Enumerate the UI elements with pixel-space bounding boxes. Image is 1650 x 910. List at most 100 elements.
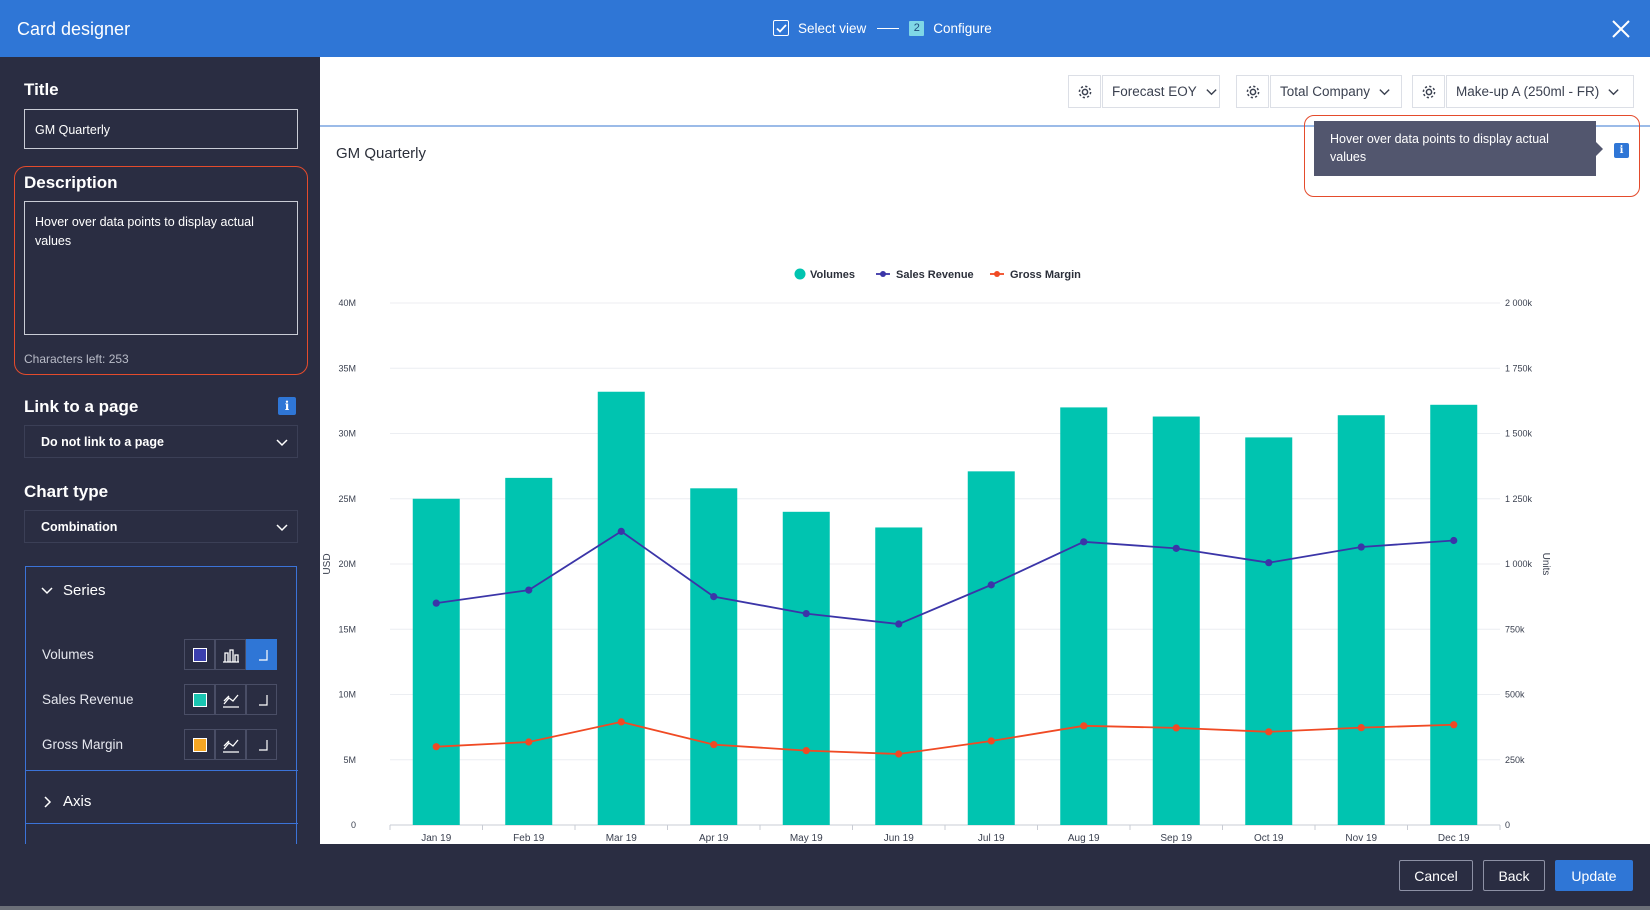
gear-icon[interactable] — [1412, 75, 1445, 108]
description-textarea[interactable]: Hover over data points to display actual… — [24, 201, 298, 335]
chart-type-value: Combination — [41, 520, 118, 534]
panel-divider — [26, 823, 298, 824]
step-configure[interactable]: Configure — [933, 20, 992, 36]
info-icon[interactable]: i — [278, 397, 296, 415]
x-tick-label: Jul 19 — [978, 833, 1005, 844]
data-point — [1450, 536, 1458, 545]
back-button[interactable]: Back — [1483, 860, 1545, 891]
line-type-button[interactable] — [215, 729, 246, 760]
data-point — [710, 741, 718, 749]
scenario-value: Forecast EOY — [1112, 84, 1197, 99]
y-right-tick-label: 750k — [1505, 624, 1525, 634]
color-picker-button[interactable] — [184, 684, 215, 715]
cancel-button[interactable]: Cancel — [1399, 860, 1473, 891]
y-right-axis-title: Units — [1540, 553, 1551, 576]
data-point — [1357, 724, 1365, 732]
line-type-button[interactable] — [215, 684, 246, 715]
y-left-tick-label: 15M — [338, 624, 356, 634]
series-controls-gross-margin — [184, 729, 277, 760]
series-toggle[interactable]: Series — [40, 582, 106, 599]
y-left-tick-label: 10M — [338, 690, 356, 700]
color-picker-button[interactable] — [184, 729, 215, 760]
bar-type-button[interactable] — [215, 639, 246, 670]
description-tooltip: Hover over data points to display actual… — [1314, 121, 1603, 176]
modal-title: Card designer — [17, 19, 131, 39]
bar-volumes — [782, 511, 830, 825]
link-label: Link to a page — [24, 397, 139, 416]
data-point — [802, 747, 810, 755]
color-swatch — [192, 692, 207, 707]
title-label: Title — [24, 80, 59, 99]
entity-dropdown[interactable]: Total Company — [1270, 75, 1402, 108]
title-input[interactable]: GM Quarterly — [24, 109, 298, 149]
chevron-down-icon — [276, 524, 288, 532]
axis-side-button[interactable] — [246, 684, 277, 715]
legend-marker-volumes — [794, 268, 806, 280]
x-tick-label: Aug 19 — [1068, 833, 1100, 844]
bar-volumes — [1337, 415, 1385, 825]
series-name-sales-revenue: Sales Revenue — [42, 692, 134, 707]
gear-icon[interactable] — [1236, 75, 1269, 108]
combination-chart: 0 5M 10M 15M 20M 25M 30M 35M 40M 0 250k 500k 750k 1 0… — [322, 268, 1551, 844]
data-point — [987, 737, 995, 745]
series-heading: Series — [63, 582, 106, 599]
axis-side-button[interactable] — [246, 639, 277, 670]
bar-volumes — [690, 488, 738, 825]
legend-marker-sales-revenue — [880, 271, 886, 277]
product-value: Make-up A (250ml - FR) — [1456, 84, 1600, 99]
series-panel: Series Volumes Sales Revenue Gross Margi… — [25, 566, 298, 844]
info-icon[interactable]: i — [1614, 143, 1629, 158]
y-left-tick-label: 20M — [338, 559, 356, 569]
line-chart-icon — [222, 739, 239, 753]
y-left-tick-label: 40M — [338, 298, 356, 308]
bar-volumes — [597, 391, 645, 825]
y-left-tick-label: 35M — [338, 363, 356, 373]
chevron-down-icon — [41, 586, 53, 594]
gear-icon[interactable] — [1068, 75, 1101, 108]
data-point — [1080, 538, 1088, 546]
chevron-down-icon — [1608, 89, 1619, 96]
data-point — [895, 620, 903, 628]
y-left-tick-label: 5M — [343, 755, 356, 765]
data-point — [1080, 722, 1088, 730]
link-page-select[interactable]: Do not link to a page — [24, 425, 298, 458]
y-right-tick-label: 500k — [1505, 690, 1525, 700]
bar-volumes — [1060, 407, 1108, 825]
bar-volumes — [967, 471, 1015, 825]
data-point — [432, 599, 440, 607]
axis-heading: Axis — [63, 793, 92, 810]
step-select-view[interactable]: Select view — [798, 20, 867, 36]
axis-side-button[interactable] — [246, 729, 277, 760]
data-point — [710, 593, 718, 601]
axis-toggle[interactable]: Axis — [40, 793, 91, 810]
checkbox-checked-icon[interactable] — [773, 20, 789, 36]
data-point — [1265, 728, 1273, 736]
update-button[interactable]: Update — [1555, 860, 1633, 891]
x-tick-label: Oct 19 — [1254, 833, 1284, 844]
scenario-dropdown[interactable]: Forecast EOY — [1102, 75, 1220, 108]
x-tick-label: Sep 19 — [1160, 833, 1192, 844]
chart-type-select[interactable]: Combination — [24, 510, 298, 543]
characters-left: Characters left: 253 — [24, 352, 129, 366]
y-left-tick-label: 30M — [338, 429, 356, 439]
y-right-tick-label: 1 250k — [1505, 494, 1533, 504]
card-top-border — [320, 125, 1650, 127]
description-label: Description — [24, 173, 118, 192]
x-tick-label: May 19 — [790, 833, 823, 844]
description-highlight — [14, 166, 308, 375]
panel-divider — [26, 770, 298, 771]
bar-volumes — [1245, 437, 1293, 825]
series-name-volumes: Volumes — [42, 647, 94, 662]
y-left-axis-title: USD — [322, 553, 333, 574]
color-picker-button[interactable] — [184, 639, 215, 670]
data-point — [1450, 721, 1458, 729]
x-tick-label: Mar 19 — [606, 833, 638, 844]
data-point — [987, 581, 995, 589]
x-tick-label: Jan 19 — [421, 833, 451, 844]
color-swatch — [192, 647, 207, 662]
product-dropdown[interactable]: Make-up A (250ml - FR) — [1446, 75, 1634, 108]
close-icon[interactable] — [1610, 18, 1632, 40]
axis-corner-icon — [258, 739, 268, 751]
preview-area: Forecast EOY Total Company Make-up A (25… — [320, 57, 1650, 844]
tooltip-highlight — [1304, 115, 1640, 197]
